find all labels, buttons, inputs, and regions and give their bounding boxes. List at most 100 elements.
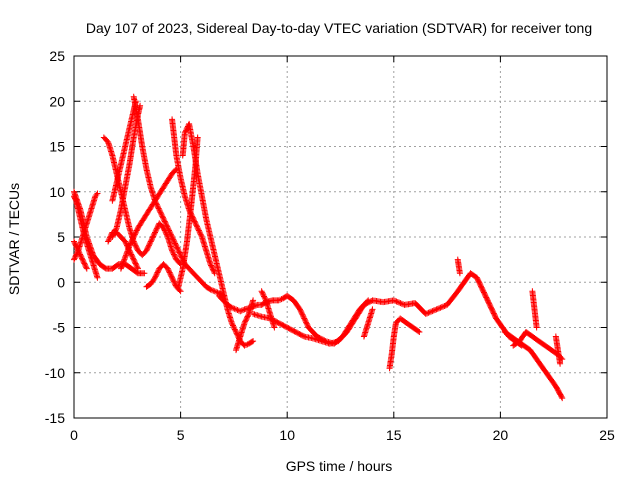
track-marker xyxy=(229,321,236,328)
series-track-24 xyxy=(529,288,540,331)
data-point xyxy=(169,234,176,240)
series-track-22 xyxy=(258,288,278,331)
track-marker xyxy=(210,287,217,294)
track-marker xyxy=(131,241,138,248)
data-points xyxy=(71,93,566,402)
track-marker xyxy=(148,235,155,242)
track-marker xyxy=(132,260,139,267)
data-point xyxy=(433,306,440,313)
track-marker xyxy=(81,261,88,268)
track-marker xyxy=(298,308,305,315)
track-marker xyxy=(133,261,140,268)
track-marker xyxy=(364,321,371,328)
track-marker xyxy=(71,255,78,262)
y-tick-label: 20 xyxy=(49,93,65,109)
track-marker xyxy=(167,231,174,238)
track-marker xyxy=(182,128,189,135)
track-marker xyxy=(183,127,190,134)
track-marker xyxy=(202,214,209,221)
track-marker xyxy=(234,331,241,338)
track-marker xyxy=(164,223,171,230)
track-marker xyxy=(167,272,174,279)
track-marker xyxy=(158,222,165,229)
track-marker xyxy=(158,186,165,193)
track-marker xyxy=(126,126,133,133)
data-point xyxy=(126,247,133,254)
track-marker xyxy=(198,191,205,198)
track-marker xyxy=(113,181,120,188)
track-marker xyxy=(397,300,404,307)
x-tick-label: 10 xyxy=(279,427,295,443)
track-marker xyxy=(89,259,96,266)
track-marker xyxy=(234,307,241,314)
track-marker xyxy=(213,288,220,295)
track-marker xyxy=(130,235,137,242)
track-marker xyxy=(168,246,175,253)
track-marker xyxy=(192,272,199,279)
x-axis-label: GPS time / hours xyxy=(286,458,393,474)
track-marker xyxy=(222,299,229,306)
track-marker xyxy=(81,260,88,267)
track-marker xyxy=(122,239,129,246)
x-tick-label: 15 xyxy=(386,427,402,443)
track-marker xyxy=(163,222,170,229)
track-marker xyxy=(479,285,486,292)
track-marker xyxy=(166,269,173,276)
track-marker xyxy=(119,261,126,268)
track-marker xyxy=(151,230,158,237)
track-marker xyxy=(129,254,136,261)
track-marker xyxy=(228,318,235,325)
y-axis-label: SDTVAR / TECUs xyxy=(6,183,22,295)
data-point xyxy=(75,247,82,254)
data-point xyxy=(233,306,240,313)
track-marker xyxy=(153,270,160,277)
track-marker xyxy=(181,131,188,138)
track-marker xyxy=(436,305,443,312)
track-marker xyxy=(298,332,305,339)
data-point xyxy=(169,274,176,281)
track-marker xyxy=(174,245,181,252)
track-marker xyxy=(102,136,109,143)
track-marker xyxy=(240,307,247,314)
track-marker xyxy=(80,259,87,266)
track-marker xyxy=(208,287,215,294)
data-point xyxy=(83,265,90,272)
series-track-25 xyxy=(552,333,564,367)
track-marker xyxy=(161,217,168,224)
track-marker xyxy=(262,296,269,303)
track-marker xyxy=(115,231,122,238)
track-marker xyxy=(424,310,431,317)
track-marker xyxy=(106,235,113,242)
track-marker xyxy=(143,164,150,171)
track-marker xyxy=(121,256,128,263)
track-marker xyxy=(113,262,120,269)
track-marker xyxy=(485,299,492,306)
data-point xyxy=(105,238,112,245)
track-marker xyxy=(230,323,237,330)
track-marker xyxy=(167,270,174,277)
track-marker xyxy=(79,235,86,242)
track-marker xyxy=(172,167,179,174)
track-marker xyxy=(303,320,310,327)
track-marker xyxy=(245,312,252,319)
track-marker xyxy=(230,305,237,312)
track-marker xyxy=(181,191,188,198)
track-marker xyxy=(75,248,82,255)
track-marker xyxy=(133,263,140,270)
track-marker xyxy=(153,225,160,232)
track-marker xyxy=(153,272,160,279)
track-marker xyxy=(123,241,130,248)
track-marker xyxy=(514,339,521,346)
track-marker xyxy=(173,244,180,251)
data-point xyxy=(211,288,218,295)
track-marker xyxy=(145,243,152,250)
track-marker xyxy=(518,341,525,348)
x-tick-label: 25 xyxy=(599,427,615,443)
track-marker xyxy=(145,282,152,289)
track-marker xyxy=(257,313,264,320)
track-marker xyxy=(414,327,421,334)
track-marker xyxy=(149,234,156,241)
track-marker xyxy=(525,345,532,352)
y-tick-label: -15 xyxy=(45,410,65,426)
track-marker xyxy=(194,135,201,142)
